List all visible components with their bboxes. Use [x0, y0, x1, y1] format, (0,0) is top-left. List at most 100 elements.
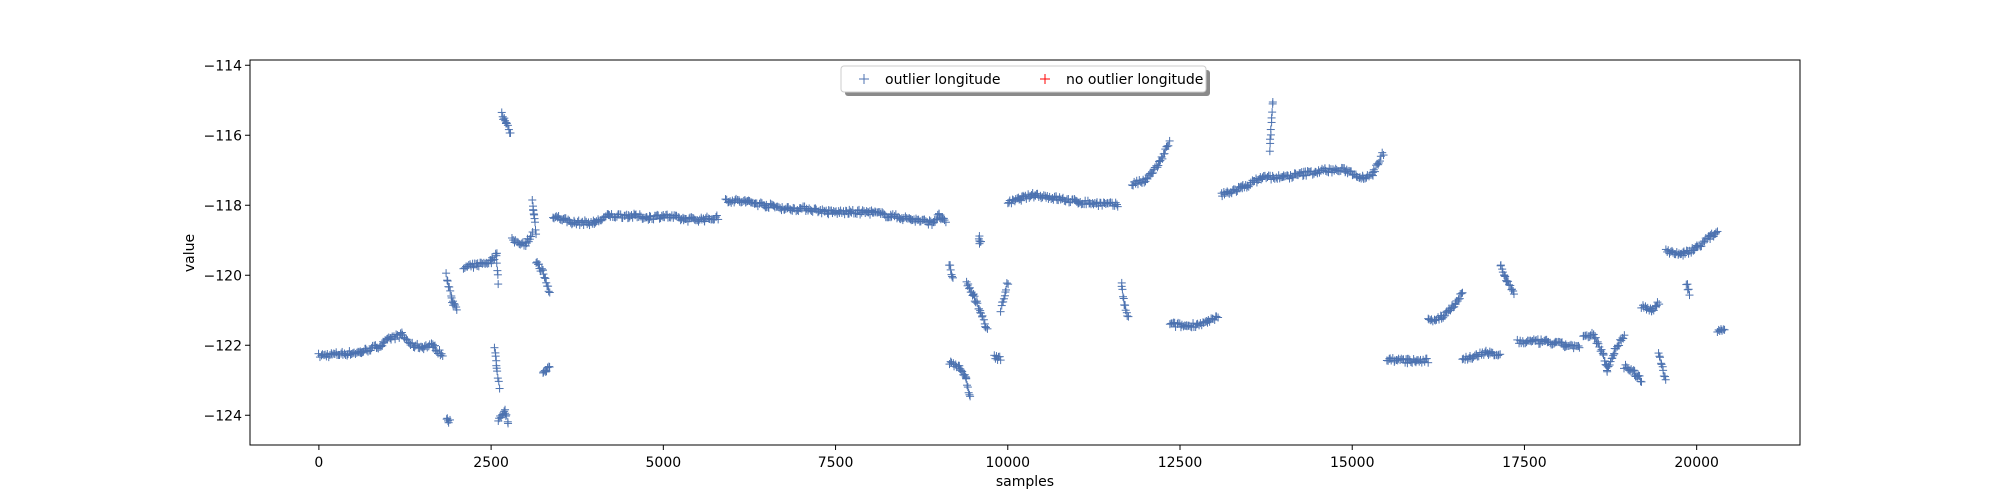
data-point [1574, 341, 1583, 350]
data-point [1506, 281, 1515, 290]
data-point [1422, 354, 1431, 363]
data-point [1002, 285, 1011, 294]
data-point [1600, 356, 1609, 365]
data-point [527, 232, 536, 241]
x-tick-label: 0 [314, 455, 323, 471]
data-point [443, 276, 452, 285]
data-point [978, 311, 987, 320]
data-point [1706, 231, 1715, 240]
data-point [1374, 160, 1383, 169]
data-point [745, 197, 754, 206]
data-point [1160, 149, 1169, 158]
data-point [965, 390, 974, 399]
data-point [542, 278, 551, 287]
data-point [1575, 343, 1584, 352]
data-point [905, 214, 914, 223]
data-point [992, 352, 1001, 361]
data-point [1212, 312, 1221, 321]
data-point [1266, 125, 1275, 134]
data-point [1504, 277, 1513, 286]
data-point [1609, 351, 1618, 360]
data-point [531, 225, 540, 234]
data-point [712, 211, 721, 220]
data-point [941, 218, 950, 227]
data-point [502, 119, 511, 128]
data-point [1496, 261, 1505, 270]
data-point [979, 315, 988, 324]
data-point [1619, 334, 1628, 343]
data-point [1441, 311, 1450, 320]
data-point [957, 366, 966, 375]
legend-marker-outlier [859, 74, 869, 84]
data-point [1232, 187, 1241, 196]
data-point [442, 269, 451, 278]
data-point [537, 264, 546, 273]
data-point [960, 370, 969, 379]
data-point [1048, 193, 1057, 202]
data-point [983, 324, 992, 333]
data-point [932, 215, 941, 224]
data-point [1684, 285, 1693, 294]
data-point [776, 204, 785, 213]
data-point [1124, 312, 1133, 321]
data-point [1598, 349, 1607, 358]
x-tick-label: 17500 [1502, 455, 1547, 471]
data-point [494, 377, 503, 386]
data-point [1597, 345, 1606, 354]
data-point [1153, 163, 1162, 172]
data-point [1500, 271, 1509, 280]
x-tick-label: 10000 [986, 455, 1031, 471]
data-point [528, 195, 537, 204]
data-point [946, 261, 955, 270]
data-point [1593, 337, 1602, 346]
data-point [1698, 238, 1707, 247]
data-point [1636, 377, 1645, 386]
data-point [507, 233, 516, 242]
data-point [1635, 371, 1644, 380]
legend-plus-outlier [859, 74, 869, 84]
data-point [1713, 227, 1722, 236]
data-point [529, 206, 538, 215]
data-point [1629, 366, 1638, 375]
data-point [1494, 350, 1503, 359]
data-point [968, 291, 977, 300]
legend-label-outlier: outlier longitude [885, 72, 1001, 88]
x-axis-ticks: 0 2500 5000 7500 10000 12500 15000 17500 20000 [314, 445, 1719, 471]
data-point [450, 301, 459, 310]
data-point [946, 265, 955, 274]
data-point [964, 279, 973, 288]
data-point [1379, 151, 1388, 160]
data-point [539, 270, 548, 279]
data-point [852, 209, 861, 218]
data-point [492, 249, 501, 258]
data-point [861, 209, 870, 218]
data-point [491, 352, 500, 361]
data-point [531, 218, 540, 227]
data-point [492, 361, 501, 370]
data-point [1656, 353, 1665, 362]
data-point [544, 287, 553, 296]
data-point [1101, 200, 1110, 209]
data-point [1267, 113, 1276, 122]
data-point [541, 274, 550, 283]
data-point [506, 128, 515, 137]
data-point [493, 270, 502, 279]
data-point [973, 299, 982, 308]
data-point [532, 230, 541, 239]
data-point [1113, 200, 1122, 209]
data-point [631, 211, 640, 220]
data-point [1165, 320, 1174, 329]
data-point [1610, 350, 1619, 359]
data-point [495, 384, 504, 393]
data-point [714, 215, 723, 224]
data-point [760, 201, 769, 210]
data-point [1630, 366, 1639, 375]
data-point [1712, 228, 1721, 237]
data-point [700, 217, 709, 226]
data-point [1615, 341, 1624, 350]
legend-label-no-outlier: no outlier longitude [1066, 72, 1203, 88]
data-point [1244, 182, 1253, 191]
data-point [1655, 352, 1664, 361]
data-point [1214, 313, 1223, 322]
data-point [975, 304, 984, 313]
